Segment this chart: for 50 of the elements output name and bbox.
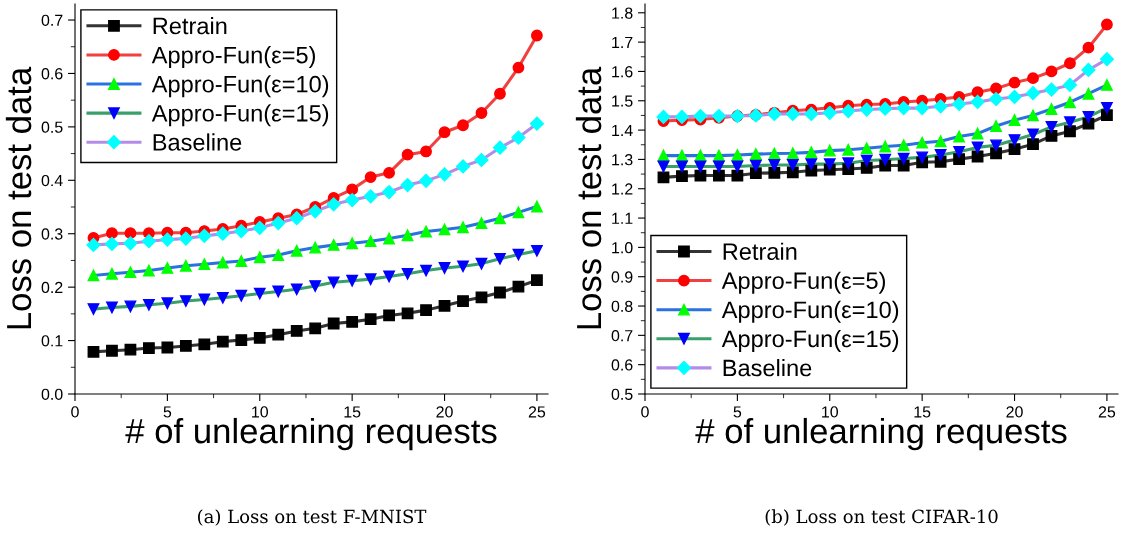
y-tick-label: 1.7 — [612, 36, 633, 48]
y-tick-label: 0.6 — [611, 359, 633, 371]
y-tick-label: 0.3 — [41, 228, 63, 240]
legend-label: Retrain — [153, 16, 227, 35]
y-tick-label: 0.1 — [41, 335, 63, 347]
y-tick-label: 0.7 — [41, 14, 63, 26]
x-tick-label: 5 — [163, 406, 172, 418]
x-tick-label: 20 — [1006, 406, 1023, 418]
legend-label: Appro-Fun(ε=5) — [721, 271, 885, 294]
y-tick-label: 1.5 — [612, 95, 633, 107]
y-tick-label: 0.2 — [41, 281, 63, 294]
text: (b) Loss on test CIFAR-10 — [765, 509, 998, 526]
y-axis-title: Loss on test data — [5, 66, 32, 329]
y-tick-label: 1.8 — [612, 7, 633, 19]
y-tick-label: 1.1 — [612, 212, 633, 224]
y-tick-label: 0.5 — [611, 388, 633, 400]
y-tick-label: 1.0 — [612, 242, 633, 254]
y-tick-label: 0.9 — [611, 271, 633, 283]
y-tick-label: 0.6 — [41, 68, 63, 80]
x-tick-label: 10 — [252, 406, 269, 418]
legend-label: Baseline — [153, 133, 242, 151]
x-tick-label: 0 — [641, 406, 649, 418]
y-tick-label: 1.4 — [612, 124, 633, 136]
x-tick-label: 25 — [528, 406, 546, 418]
y-tick-label: 0.7 — [611, 329, 633, 342]
y-axis-title: Loss on test data — [575, 66, 602, 329]
y-tick-label: 1.2 — [612, 183, 633, 195]
x-tick-label: 15 — [914, 406, 931, 418]
legend-label: Baseline — [723, 359, 812, 377]
x-tick-label: 10 — [822, 406, 839, 418]
y-tick-label: 0.4 — [41, 174, 63, 187]
x-tick-label: 5 — [733, 406, 742, 418]
legend-label: Appro-Fun(ε=5) — [151, 46, 315, 69]
legend-label: Appro-Fun(ε=10) — [151, 75, 329, 98]
y-tick-label: 0.8 — [611, 300, 633, 312]
legend-label: Appro-Fun(ε=15) — [721, 329, 899, 352]
legend-label: Appro-Fun(ε=15) — [151, 104, 329, 127]
y-tick-label: 1.6 — [612, 66, 633, 78]
x-tick-label: 20 — [436, 406, 453, 418]
legend-label: Retrain — [723, 242, 797, 260]
y-tick-label: 0.5 — [41, 121, 63, 133]
x-axis-title: # of unlearning requests — [125, 417, 497, 451]
x-tick-label: 25 — [1098, 406, 1116, 418]
y-tick-label: 1.3 — [612, 154, 633, 166]
text: (a) Loss on test F-MNIST — [198, 509, 427, 526]
x-tick-label: 15 — [344, 406, 361, 418]
y-tick-label: 0.0 — [41, 388, 63, 400]
x-tick-label: 0 — [71, 406, 79, 418]
legend-label: Appro-Fun(ε=10) — [721, 300, 899, 323]
x-axis-title: # of unlearning requests — [695, 417, 1067, 451]
